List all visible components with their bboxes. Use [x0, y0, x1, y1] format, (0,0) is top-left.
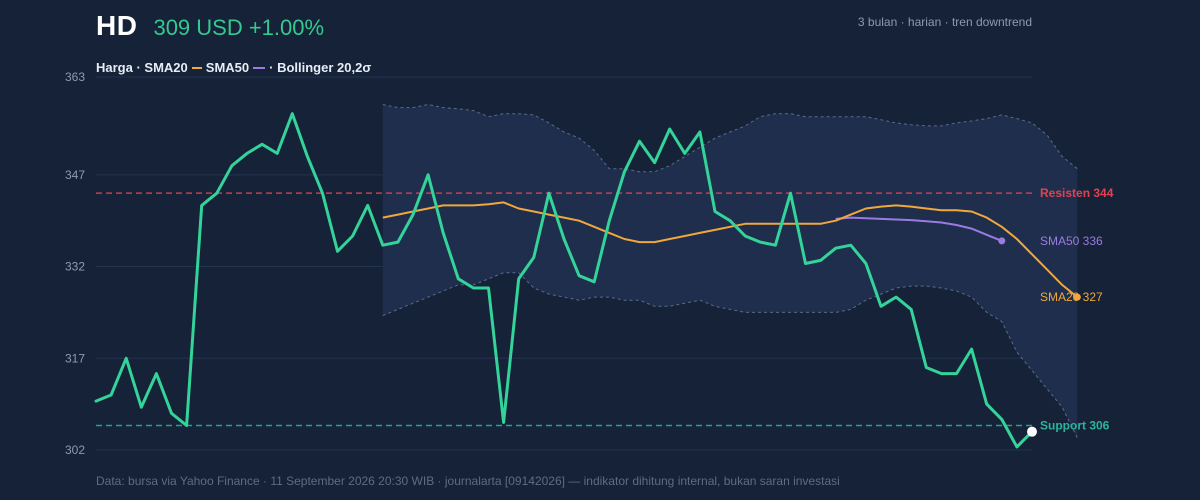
- reference-lines: Resisten 344 Support 306: [96, 186, 1114, 433]
- price-line: [94, 112, 1034, 449]
- y-axis: 302 317 332 347 363: [65, 70, 85, 457]
- legend-bollinger-label: · Bollinger 20,2σ: [269, 60, 372, 75]
- chart-header: HD 309 USD +1.00%: [96, 10, 324, 42]
- y-tick-label: 363: [65, 70, 85, 84]
- sma20-end-label: SMA20 327: [1040, 290, 1103, 304]
- sma50-line: [835, 216, 1003, 242]
- chart-footer: Data: bursa via Yahoo Finance · 11 Septe…: [96, 474, 840, 488]
- end-labels: SMA50 336 SMA20 327: [998, 234, 1103, 437]
- sma20-line: [382, 201, 1078, 298]
- sma50-end-label: SMA50 336: [1040, 234, 1103, 248]
- sma20-end-dot: [1073, 293, 1081, 301]
- chart-meta: 3 bulan · harian · tren downtrend: [857, 15, 1032, 29]
- bollinger-band: [382, 103, 1078, 439]
- legend-sma20-label: SMA20: [144, 60, 188, 75]
- ticker-symbol: HD: [96, 10, 138, 41]
- y-tick-label: 302: [65, 443, 85, 457]
- legend-sma50-label: SMA50: [205, 60, 250, 75]
- sma50-end-dot: [998, 237, 1006, 245]
- price-end-dot: [1027, 426, 1037, 437]
- legend-separator: ·: [132, 60, 145, 75]
- legend: Harga · SMA20 SMA50 · Bollinger 20,2σ: [96, 60, 371, 75]
- y-tick-label: 317: [65, 351, 85, 365]
- legend-sma50-swatch: [253, 66, 266, 69]
- price-change: 309 USD +1.00%: [153, 15, 325, 40]
- support-label: Support 306: [1040, 419, 1110, 433]
- bollinger-band-fill: [382, 104, 1078, 438]
- y-tick-label: 347: [65, 168, 85, 182]
- legend-price-label: Harga: [96, 60, 133, 75]
- bollinger-lower-line: [382, 272, 1078, 439]
- y-tick-label: 332: [65, 260, 85, 274]
- series-lines: [94, 112, 1078, 449]
- legend-sma20-swatch: [191, 66, 202, 69]
- bollinger-upper-line: [382, 103, 1078, 173]
- resisten-label: Resisten 344: [1040, 186, 1114, 200]
